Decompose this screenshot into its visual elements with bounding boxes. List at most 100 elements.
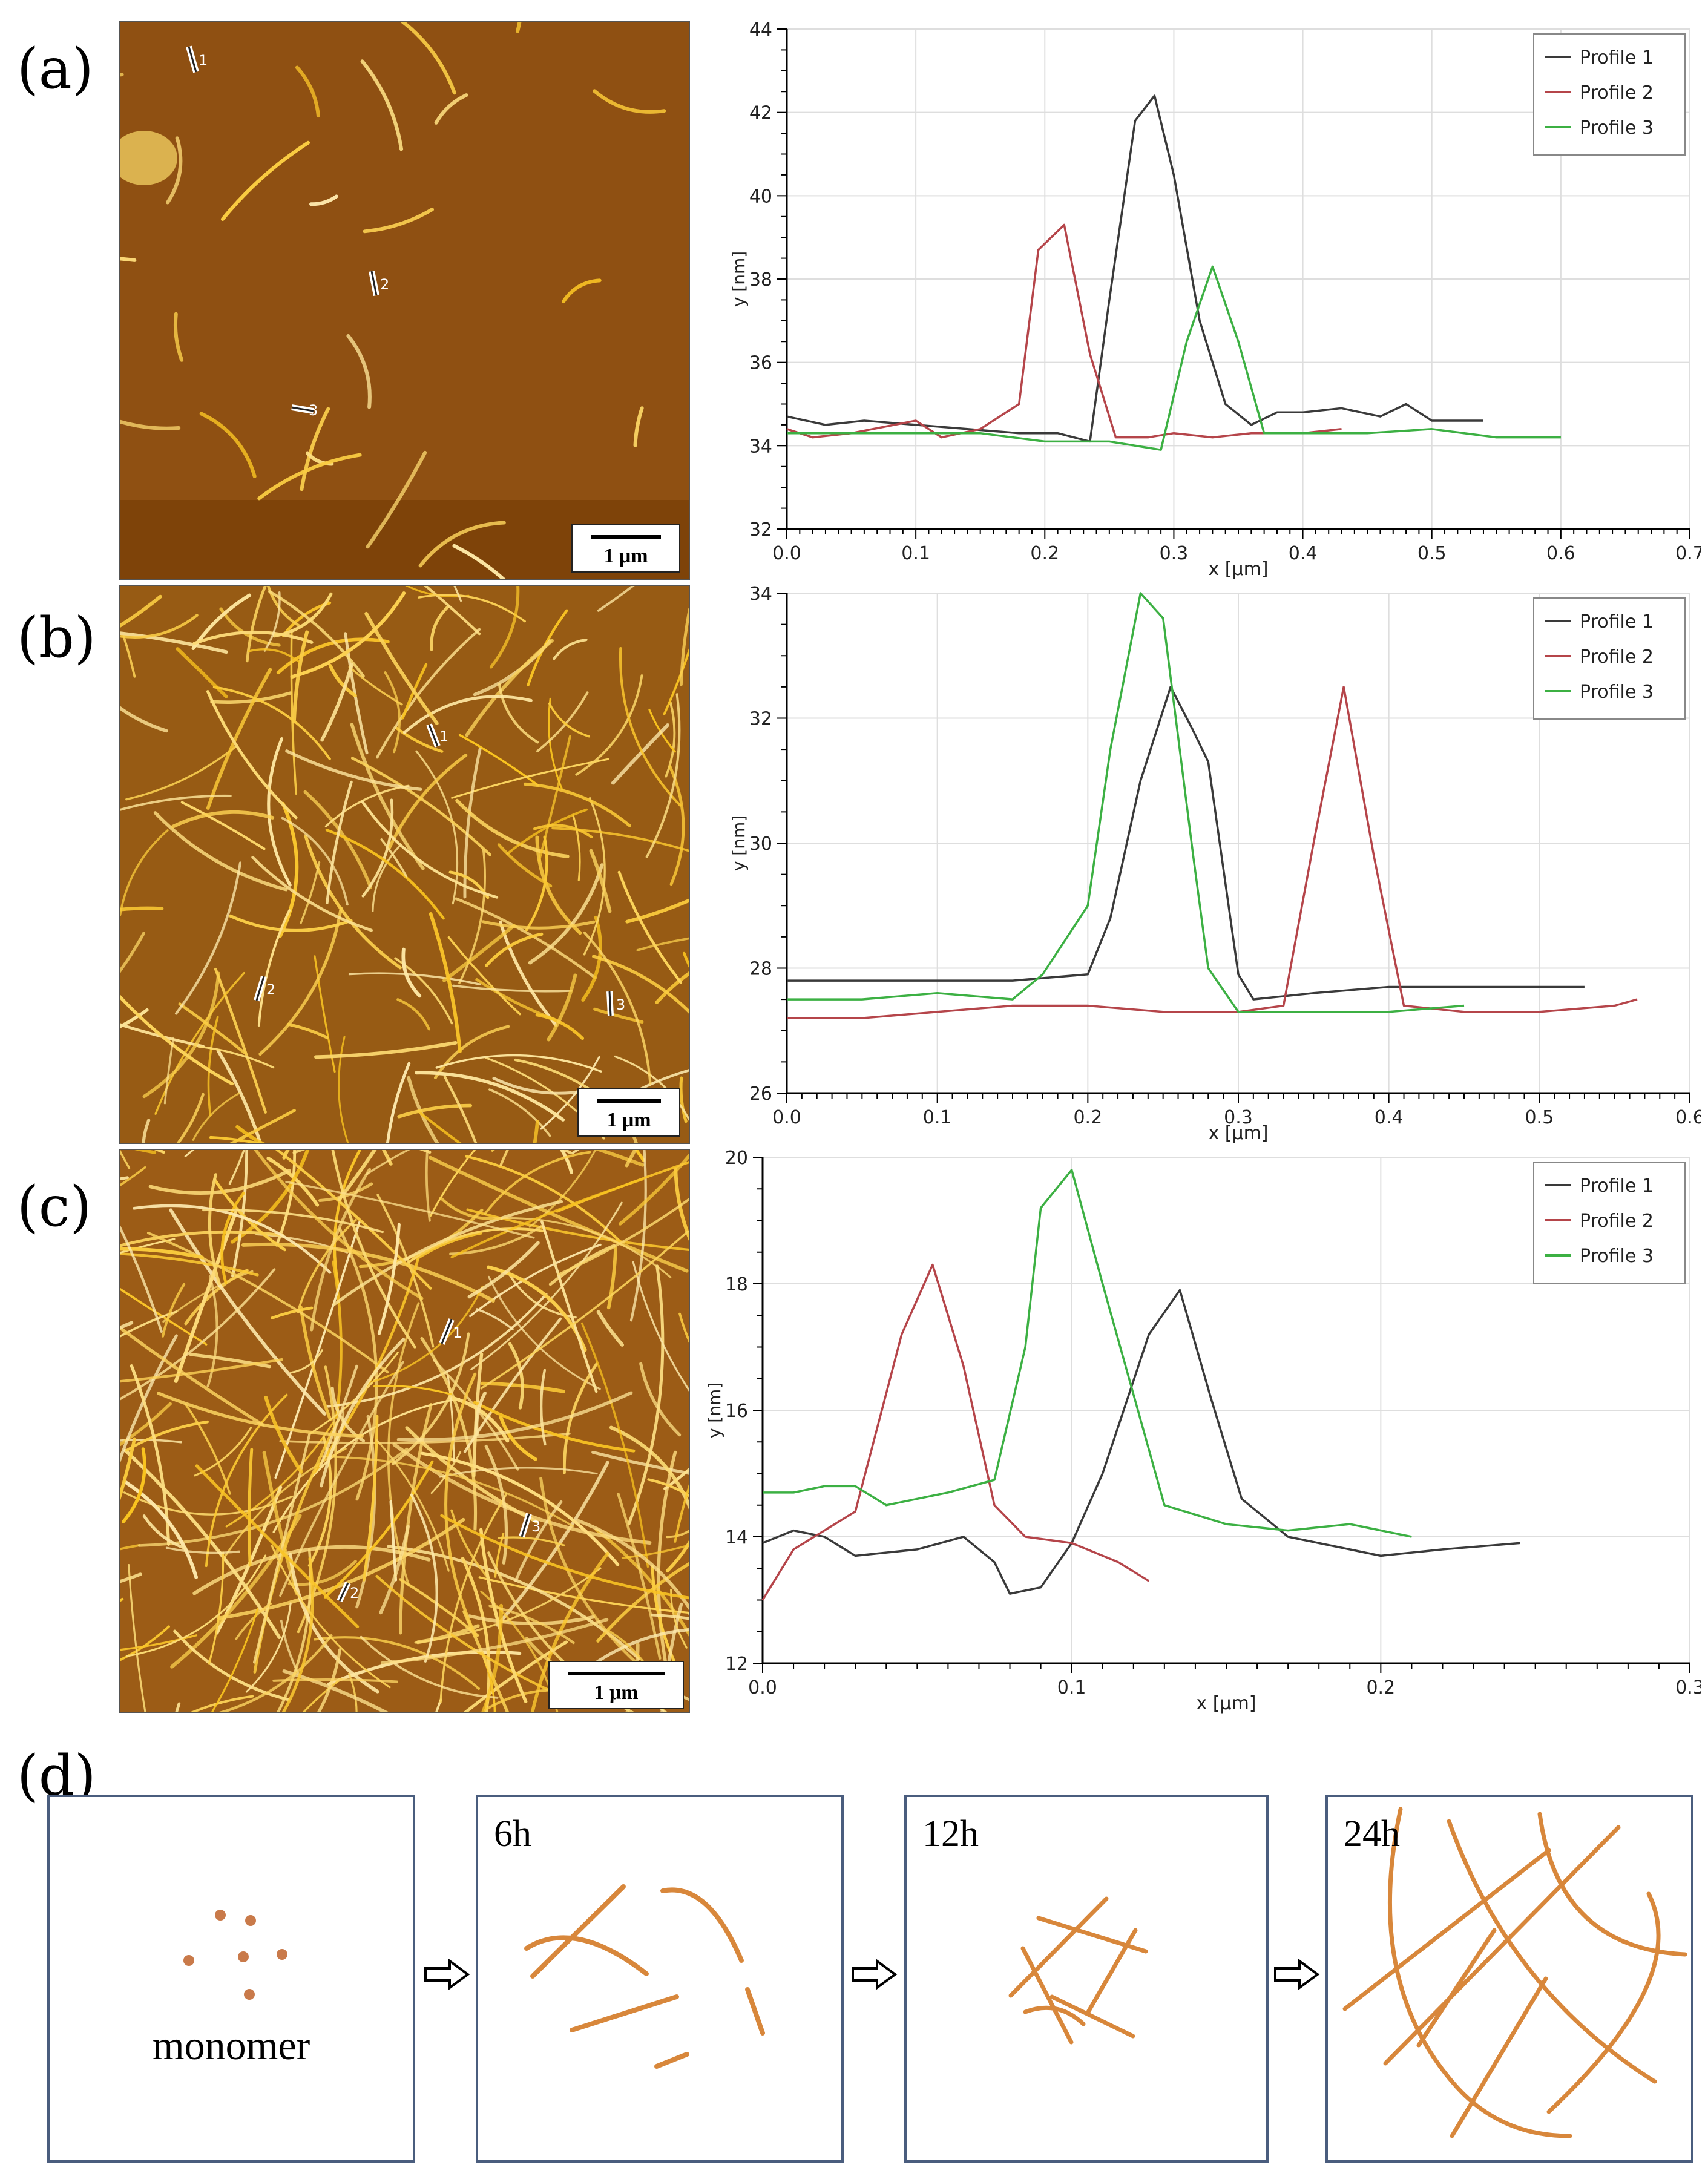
afm-fibril [287,1560,357,1586]
afm-fibril [328,663,357,698]
afm-fibril [303,1678,343,1712]
afm-fibril [285,749,422,791]
scale-bar-c: 1 μm [548,1661,684,1709]
afm-fibril [420,1451,620,1566]
afm-fibril [488,1605,575,1645]
x-tick-label: 0.0 [772,1107,801,1128]
afm-fibril [440,1514,689,1600]
y-tick-label: 26 [749,1083,772,1105]
fibril [654,2052,689,2069]
afm-fibril [165,1546,240,1554]
scale-bar-a: 1 μm [571,524,680,573]
afm-fibril [523,782,631,827]
profile-marker-core [521,1513,530,1537]
afm-fibril [362,1415,379,1582]
legend-box [1533,1162,1686,1284]
afm-fibril [415,1071,565,1122]
panel-label-c: (c) [17,1174,92,1239]
x-axis-title: x [μm] [1208,559,1268,580]
afm-fibril [272,592,333,638]
afm-fibril [480,1231,689,1390]
afm-fibril [399,1578,479,1637]
legend-label: Profile 2 [1580,1211,1654,1232]
afm-fibril [633,406,644,447]
afm-fibril [133,1204,332,1274]
fibrils-24h [1342,1807,1687,2138]
afm-fibril [528,863,604,965]
afm-fibril [365,1150,410,1175]
afm-fibril [617,870,683,984]
afm-fibril [212,686,331,760]
afm-fibril [674,1484,689,1543]
afm-fibril [447,936,521,1016]
afm-fibril [120,1544,140,1551]
profile-marker-core [291,406,314,412]
fibril [745,1987,765,2036]
afm-fibril [665,1540,689,1573]
afm-fibril [128,1564,146,1712]
profile-marker-label: 1 [199,52,208,69]
afm-fibril [251,856,373,932]
afm-fibril [618,1154,689,1226]
y-tick-label: 40 [749,186,772,207]
afm-fibril [562,278,602,304]
afm-fibril [452,544,506,579]
afm-fibril [597,586,635,612]
afm-fibril [594,1150,645,1167]
monomer-dot [244,1989,255,2000]
afm-fibril [268,590,365,678]
afm-fibril [216,1049,262,1143]
afm-fibril [324,784,410,827]
profile-marker-label: 3 [531,1518,540,1535]
afm-fibril [481,1603,504,1712]
afm-fibril [245,586,267,663]
afm-fibril [453,586,462,602]
afm-fibril [320,1338,406,1488]
fibrils-6h [524,1884,765,2069]
afm-fibril [120,1247,205,1260]
scale-bar-line [591,535,661,539]
afm-fibril [455,798,570,858]
afm-fibril [169,1208,327,1416]
chart-svg-c: 0.0 0.1 0.2 0.3 12 14 16 18 20 x [μm] y [nm] Profil… [705,1148,1704,1714]
monomer-dots [183,1910,287,2000]
afm-fibril [379,1525,410,1615]
afm-fibril [228,1150,245,1185]
afm-fibril [331,1150,416,1349]
afm-fibril [120,906,164,912]
afm-fibril [262,1451,298,1595]
afm-fibril [257,453,362,501]
afm-fibril [195,1464,360,1628]
afm-fibril [547,973,577,1042]
afm-fibril [318,1182,373,1203]
profile-marker-core [370,271,378,296]
arrow-shape [852,1959,898,1990]
afm-fibril [609,1425,689,1510]
profile-marker-label: 3 [616,996,625,1013]
afm-fibril [142,1119,151,1143]
afm-fibril [418,594,526,623]
afm-fibril [192,1092,240,1141]
afm-fibril [197,1045,275,1069]
afm-fibril [206,668,272,810]
afm-fibril [473,1401,636,1453]
afm-fibril [593,89,666,114]
afm-fibril [465,1155,622,1243]
afm-fibril [479,1528,528,1704]
afm-fibril [148,1169,291,1195]
x-axis-title: x [μm] [1208,1123,1268,1144]
afm-fibril [278,801,299,938]
afm-fibril [290,1349,323,1374]
afm-fibril [272,1678,398,1683]
afm-fibril [416,1232,482,1260]
profile-marker-core [608,991,612,1016]
x-tick-label: 0.7 [1675,543,1701,564]
fibril [524,1935,649,1976]
afm-fibril [476,1308,514,1330]
y-tick-label: 18 [725,1274,748,1295]
afm-fibril [254,1150,424,1300]
x-tick-label: 0.0 [748,1677,777,1698]
afm-fibril [484,1444,508,1565]
scale-bar-line [597,1099,661,1103]
afm-fibril [209,1135,263,1143]
